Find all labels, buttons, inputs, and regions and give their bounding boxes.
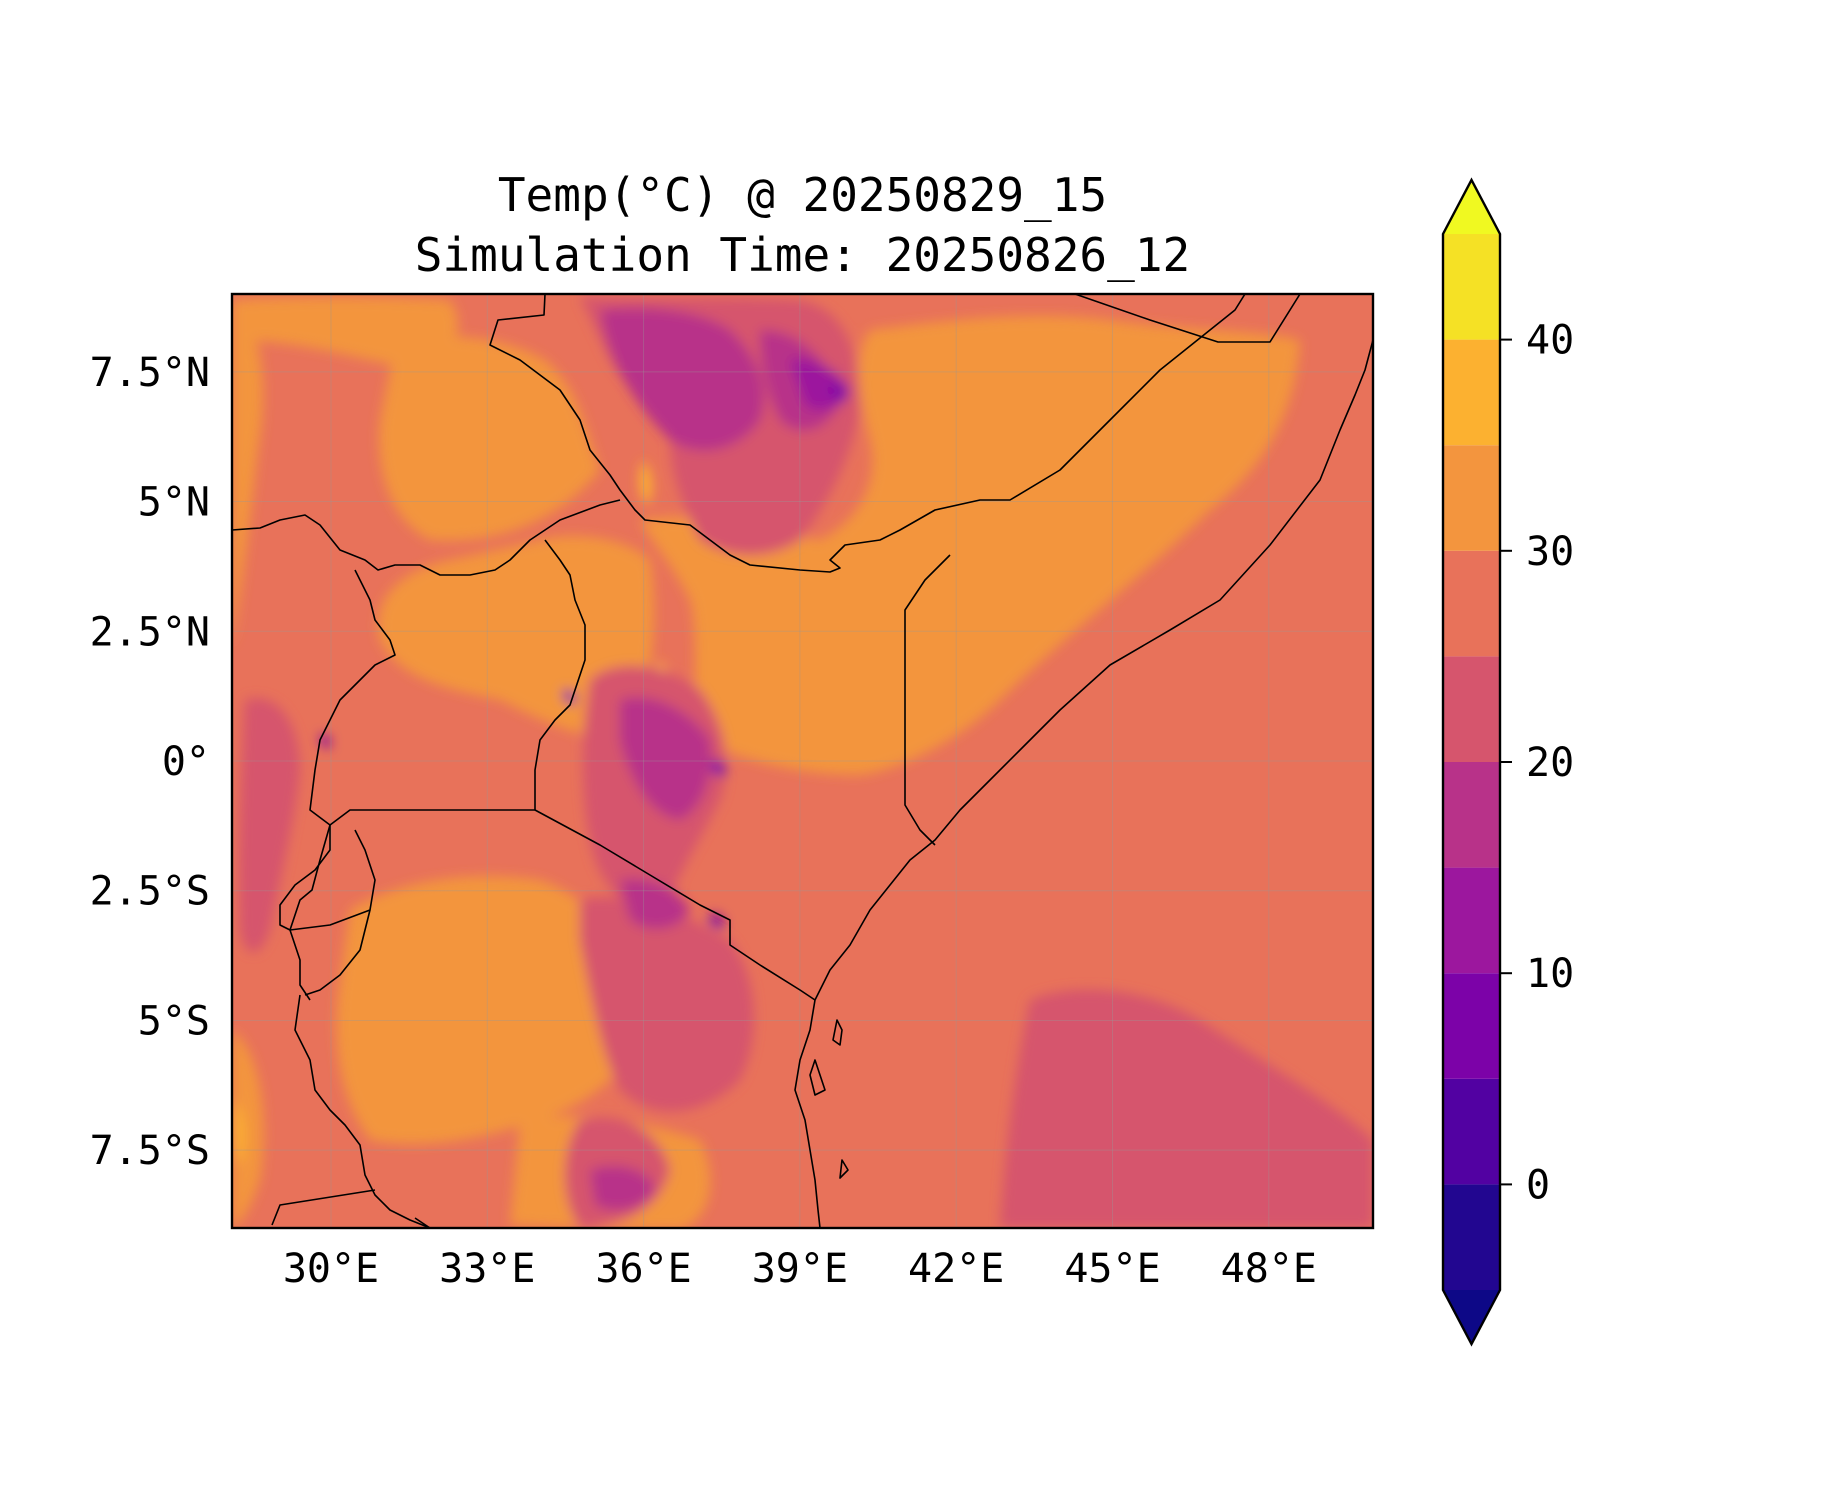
contour-30-35-ethiopia-somali — [640, 315, 1300, 775]
y-tick-label: 0° — [162, 739, 210, 785]
y-axis-ticks: 7.5°N 5°N 2.5°N 0° 2.5°S 5°S 7.5°S — [90, 350, 210, 1174]
x-tick-label: 45°E — [1064, 1246, 1160, 1292]
colorbar-level — [1443, 1184, 1500, 1290]
border-tanzania-malawi — [414, 1217, 431, 1228]
contour-35-40-rift-north — [639, 460, 652, 505]
colorbar-level — [1443, 656, 1500, 762]
map-axes-frame — [230, 292, 1375, 1230]
contour-20-25-southeast-sea — [1000, 989, 1373, 1228]
temperature-contours — [232, 296, 1373, 1228]
contour-5-10-kilimanjaro — [708, 914, 725, 929]
x-tick-label: 33°E — [439, 1246, 535, 1292]
colorbar-level — [1443, 234, 1500, 340]
contour-20-25-rift-tanzania — [580, 897, 754, 1112]
coastline-kenya-somalia — [814, 339, 1373, 1001]
border-congo-uganda — [309, 569, 396, 826]
colorbar: 0 10 20 30 40 — [1441, 177, 1574, 1347]
border-kenya-somalia — [904, 554, 951, 846]
border-south-sudan-ethiopia — [489, 294, 1246, 573]
map-title: Temp(°C) @ 20250829_15 — [497, 168, 1108, 222]
border-rwanda-burundi-west — [289, 824, 331, 1001]
colorbar-tick-label: 10 — [1526, 951, 1574, 997]
contour-5-10-elgon — [562, 689, 576, 705]
contour-35-40-west-edge — [232, 1100, 245, 1165]
contour-30-35-southwest — [232, 1030, 264, 1228]
y-tick-label: 7.5°S — [90, 1128, 210, 1174]
colorbar-level — [1443, 550, 1500, 657]
colorbar-level — [1443, 867, 1500, 974]
contour-15-20-southern-highlands — [590, 1166, 655, 1210]
colorbar-level — [1443, 1078, 1500, 1185]
colorbar-level — [1443, 973, 1500, 1079]
x-tick-label: 36°E — [595, 1246, 691, 1292]
contour-30-35-west-edge — [232, 300, 263, 650]
contour-30-35-north-kenya-uganda — [378, 536, 654, 737]
border-uganda-kenya — [534, 539, 586, 810]
x-tick-label: 30°E — [283, 1246, 379, 1292]
colorbar-tick-label: 20 — [1526, 740, 1574, 786]
coastline-mafia — [839, 1159, 849, 1179]
colorbar-tick-label: 0 — [1526, 1162, 1550, 1208]
colorbar-level — [1443, 339, 1500, 446]
border-zambia-tanzania — [271, 1189, 376, 1226]
colorbar-level — [1443, 445, 1500, 551]
coastline-zanzibar-2 — [809, 1059, 826, 1096]
border-kenya-tanzania — [534, 809, 816, 1001]
colorbar-level — [1443, 762, 1500, 868]
colorbar-extend-max — [1443, 180, 1500, 234]
border-ethiopia-north — [1074, 294, 1301, 343]
colorbar-tick-label: 40 — [1526, 318, 1574, 364]
contour-5-10-simien-peak — [830, 384, 847, 401]
y-tick-label: 5°N — [138, 480, 210, 526]
colorbar-extend-min — [1443, 1290, 1500, 1344]
contour-30-35-tanzania — [336, 876, 650, 1144]
contour-5-10-mt-kenya — [710, 760, 727, 776]
map-subtitle: Simulation Time: 20250826_12 — [414, 228, 1191, 282]
coastline-zanzibar-1 — [832, 1019, 843, 1046]
x-tick-label: 42°E — [908, 1246, 1004, 1292]
border-congo-tanzania-lake — [294, 994, 431, 1228]
contour-15-20-kilimanjaro-area — [620, 879, 690, 929]
colorbar-outline — [1441, 177, 1502, 1347]
contour-15-20-ethiopian-highlands — [600, 308, 764, 451]
contour-30-35-south-sudan — [379, 336, 600, 541]
country-borders — [232, 294, 1373, 1228]
x-tick-label: 48°E — [1221, 1246, 1317, 1292]
y-tick-label: 2.5°N — [90, 609, 210, 655]
border-uganda-tanzania-rwanda — [279, 809, 535, 931]
y-tick-label: 2.5°S — [90, 869, 210, 915]
map-gridlines — [232, 294, 1373, 1228]
contour-5-10-rwenzori — [319, 734, 331, 748]
border-south-sudan-uganda-kenya — [232, 499, 621, 576]
y-tick-label: 5°S — [138, 998, 210, 1044]
colorbar-tick-label: 30 — [1526, 529, 1574, 575]
contour-30-35-sudan-north — [232, 297, 459, 370]
contour-20-25-albertine — [239, 698, 300, 953]
temperature-map — [232, 294, 1373, 1228]
x-axis-ticks: 30°E 33°E 36°E 39°E 42°E 45°E 48°E — [283, 1246, 1317, 1292]
border-burundi-tanzania — [304, 909, 371, 996]
x-tick-label: 39°E — [752, 1246, 848, 1292]
coastline-east-africa — [794, 999, 821, 1228]
y-tick-label: 7.5°N — [90, 350, 210, 396]
contour-15-20-kenya-highlands — [620, 697, 711, 820]
